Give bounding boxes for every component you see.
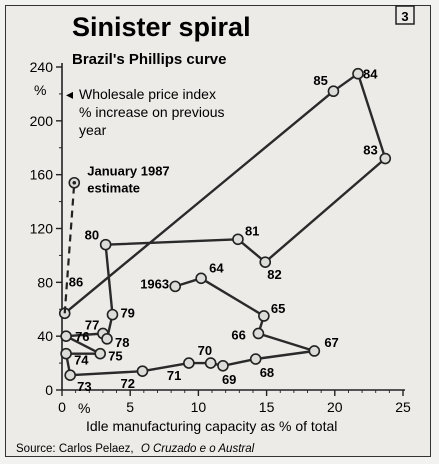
data-point-81 bbox=[232, 233, 244, 246]
x-tick-label: 25 bbox=[395, 399, 411, 415]
data-point-70 bbox=[204, 357, 217, 369]
y-axis-note-line-2: % increase on previous bbox=[79, 104, 225, 120]
data-point-78 bbox=[101, 333, 113, 345]
point-label-70: 70 bbox=[198, 343, 212, 358]
y-tick-label: 200 bbox=[30, 113, 54, 129]
point-label-79: 79 bbox=[120, 306, 134, 321]
point-label-75: 75 bbox=[108, 349, 122, 364]
y-tick-label: 160 bbox=[30, 167, 54, 183]
y-tick-label: 80 bbox=[37, 274, 53, 290]
point-label-80: 80 bbox=[85, 228, 99, 243]
chart-subtitle: Brazil's Phillips curve bbox=[72, 51, 226, 68]
data-point-76 bbox=[60, 330, 72, 342]
source-publication: O Cruzado e o Austral bbox=[141, 443, 255, 455]
data-point-73 bbox=[64, 369, 76, 381]
data-point-65 bbox=[258, 310, 270, 322]
data-point-84 bbox=[352, 67, 364, 80]
point-label-85: 85 bbox=[313, 73, 327, 88]
x-tick-label: 5 bbox=[126, 399, 134, 415]
point-label-71: 71 bbox=[167, 368, 181, 383]
estimate-dashed-line bbox=[63, 182, 76, 314]
y-axis-unit: % bbox=[34, 82, 46, 98]
estimate-label-line-1: January 1987 bbox=[87, 164, 169, 179]
x-axis-label: Idle manufacturing capacity as % of tota… bbox=[86, 418, 337, 434]
point-label-83: 83 bbox=[363, 143, 377, 158]
y-tick-label: 120 bbox=[30, 221, 54, 237]
data-point-79 bbox=[106, 308, 119, 321]
data-point-69 bbox=[217, 359, 229, 372]
page-badge: 3 bbox=[401, 9, 408, 24]
point-label-66: 66 bbox=[231, 327, 245, 342]
point-label-86: 86 bbox=[69, 274, 83, 289]
x-tick-label: 15 bbox=[259, 399, 275, 415]
x-tick-label: 0 bbox=[58, 399, 66, 415]
point-label-73: 73 bbox=[77, 379, 91, 394]
data-point-64 bbox=[195, 272, 207, 285]
data-point-83 bbox=[379, 152, 392, 165]
y-tick-label: 240 bbox=[30, 59, 54, 75]
y-axis-note-line-3: year bbox=[79, 122, 107, 138]
y-tick-label: 0 bbox=[45, 382, 53, 398]
estimate-label-line-2: estimate bbox=[87, 181, 140, 196]
x-tick-label: 10 bbox=[191, 399, 207, 415]
data-point-74 bbox=[60, 347, 72, 360]
y-axis-note-line-1: Wholesale price index bbox=[79, 86, 216, 102]
source-text: Source: Carlos Pelaez, bbox=[16, 443, 134, 455]
estimate-point-center bbox=[72, 180, 77, 185]
data-point-1963 bbox=[169, 280, 182, 293]
point-label-77: 77 bbox=[85, 317, 99, 332]
data-point-80 bbox=[99, 238, 112, 251]
data-point-71 bbox=[183, 357, 195, 369]
point-label-68: 68 bbox=[260, 365, 274, 380]
point-label-74: 74 bbox=[74, 353, 89, 368]
point-label-81: 81 bbox=[245, 223, 259, 238]
data-point-67 bbox=[308, 345, 321, 357]
data-point-82 bbox=[259, 256, 272, 268]
point-label-84: 84 bbox=[363, 67, 378, 82]
data-point-72 bbox=[136, 365, 149, 377]
y-axis-note-arrow: ◂ bbox=[66, 86, 73, 102]
x-axis-unit: % bbox=[78, 400, 90, 416]
data-point-75 bbox=[94, 347, 106, 360]
chart-title: Sinister spiral bbox=[72, 12, 251, 42]
data-point-66 bbox=[252, 327, 265, 340]
point-label-72: 72 bbox=[120, 376, 134, 391]
point-label-69: 69 bbox=[222, 372, 236, 387]
point-label-67: 67 bbox=[324, 335, 338, 350]
x-tick-label: 20 bbox=[327, 399, 343, 415]
series-line bbox=[63, 72, 387, 377]
point-label-64: 64 bbox=[209, 260, 224, 275]
data-point-68 bbox=[249, 353, 262, 365]
point-label-78: 78 bbox=[115, 335, 129, 350]
source-note: Source: Carlos Pelaez, O Cruzado e o Aus… bbox=[16, 443, 255, 455]
point-label-82: 82 bbox=[267, 267, 281, 282]
y-axis-note: ◂ Wholesale price index % increase on pr… bbox=[66, 86, 225, 138]
data-point-85 bbox=[327, 85, 340, 98]
point-label-76: 76 bbox=[75, 329, 89, 344]
point-label-1963: 1963 bbox=[140, 276, 169, 291]
page-badge-box bbox=[395, 5, 415, 25]
y-tick-label: 40 bbox=[37, 328, 53, 344]
point-label-65: 65 bbox=[271, 301, 285, 316]
